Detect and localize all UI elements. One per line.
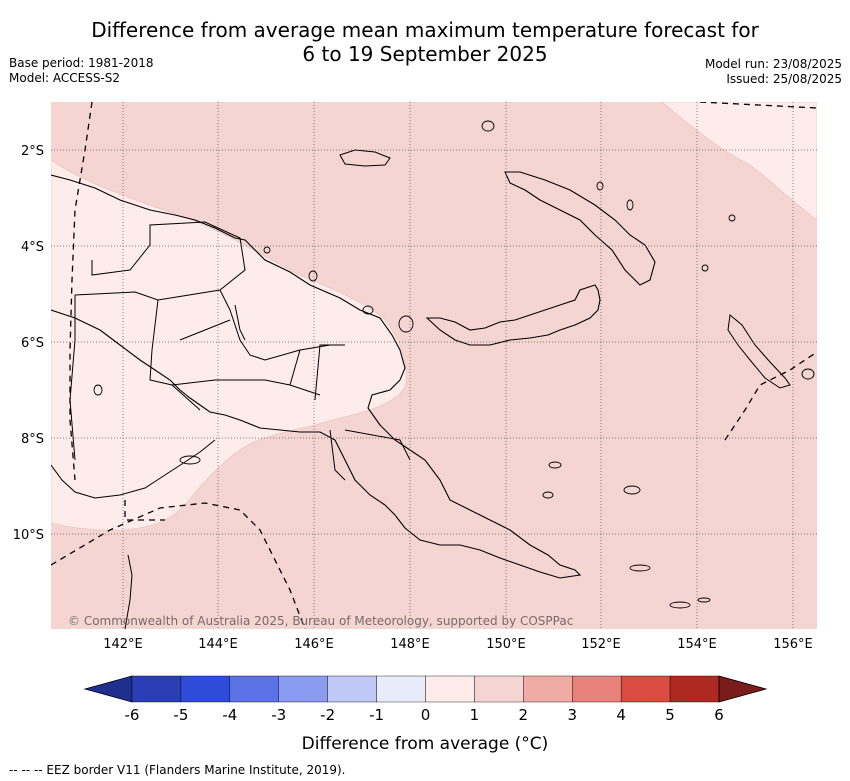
colorbar-segment xyxy=(425,675,475,703)
colorbar-segment xyxy=(572,675,622,703)
new-britain-coast xyxy=(425,284,601,346)
colorbar-tick-label: 3 xyxy=(567,706,577,724)
model-run: Model run: 23/08/2025 xyxy=(704,57,842,71)
torres-coast xyxy=(51,439,216,499)
map-title: Difference from average mean maximum tem… xyxy=(0,18,850,66)
province-borders xyxy=(69,221,411,481)
lon-label: 146°E xyxy=(294,637,334,652)
colorbar-tick-label: 6 xyxy=(714,706,724,724)
colorbar xyxy=(83,675,768,703)
longitude-labels: 142°E 144°E 146°E 148°E 150°E 152°E 154°… xyxy=(103,637,813,652)
title-line-2: 6 to 19 September 2025 xyxy=(302,42,548,66)
lon-label: 154°E xyxy=(677,637,717,652)
cape-york-coast xyxy=(124,554,133,629)
colorbar-segment xyxy=(376,675,426,703)
map-area: © Commonwealth of Australia 2025, Bureau… xyxy=(51,102,817,629)
manus-island xyxy=(339,149,391,167)
model-name: Model: ACCESS-S2 xyxy=(9,71,121,85)
lon-label: 156°E xyxy=(773,637,813,652)
colorbar-segment xyxy=(327,675,377,703)
gridlines xyxy=(51,102,817,629)
colorbar-tick-label: 4 xyxy=(616,706,626,724)
lon-label: 144°E xyxy=(198,637,238,652)
colorbar-tick-label: -5 xyxy=(173,706,188,724)
bougainville-island xyxy=(727,314,791,389)
colorbar-segment xyxy=(278,675,328,703)
colorbar-tick-label: 1 xyxy=(470,706,480,724)
colorbar-tick-label: 5 xyxy=(665,706,675,724)
band-0-1-northeast xyxy=(661,102,817,221)
colorbar-tick-label: -2 xyxy=(320,706,335,724)
colorbar-segment xyxy=(620,675,671,703)
lon-label: 152°E xyxy=(581,637,621,652)
colorbar-segment xyxy=(229,675,279,703)
colorbar-extend-high xyxy=(718,675,768,703)
colorbar-tick-label: -4 xyxy=(222,706,237,724)
lat-label: 10°S xyxy=(13,528,44,543)
lat-label: 8°S xyxy=(21,432,44,447)
eez-legend: -- -- -- EEZ border V11 (Flanders Marine… xyxy=(9,763,346,777)
colorbar-tick-label: 2 xyxy=(519,706,529,724)
colorbar-tick-label: -3 xyxy=(271,706,286,724)
colorbar-segment xyxy=(474,675,524,703)
lon-label: 150°E xyxy=(486,637,526,652)
colorbar-tick-label: -1 xyxy=(369,706,384,724)
colorbar-tick-label: 0 xyxy=(421,706,431,724)
colorbar-tick-labels: -6 -5 -4 -3 -2 -1 0 1 2 3 4 5 6 xyxy=(125,706,724,724)
new-guinea-coast xyxy=(51,174,582,579)
title-line-1: Difference from average mean maximum tem… xyxy=(91,18,759,42)
meta-right: Model run: 23/08/2025 Issued: 25/08/2025 xyxy=(705,57,842,87)
small-islands xyxy=(93,120,815,609)
lon-label: 142°E xyxy=(103,637,143,652)
new-ireland-coast xyxy=(504,171,656,286)
colorbar-segment xyxy=(180,675,231,703)
colorbar-segment xyxy=(669,675,720,703)
colorbar-extend-low xyxy=(83,675,133,703)
lat-label: 6°S xyxy=(21,336,44,351)
lon-label: 148°E xyxy=(390,637,430,652)
colorbar-segment xyxy=(523,675,573,703)
lat-label: 2°S xyxy=(21,144,44,159)
lat-label: 4°S xyxy=(21,240,44,255)
copyright-text: © Commonwealth of Australia 2025, Bureau… xyxy=(68,614,573,628)
colorbar-title: Difference from average (°C) xyxy=(302,734,549,754)
latitude-labels: 2°S 4°S 6°S 8°S 10°S xyxy=(13,144,44,543)
band-0-1-west xyxy=(51,159,407,531)
issued-date: Issued: 25/08/2025 xyxy=(726,72,842,86)
meta-left: Base period: 1981-2018 Model: ACCESS-S2 xyxy=(9,56,154,86)
colorbar-segment xyxy=(131,675,182,703)
colorbar-tick-label: -6 xyxy=(125,706,140,724)
base-period: Base period: 1981-2018 xyxy=(9,56,154,70)
